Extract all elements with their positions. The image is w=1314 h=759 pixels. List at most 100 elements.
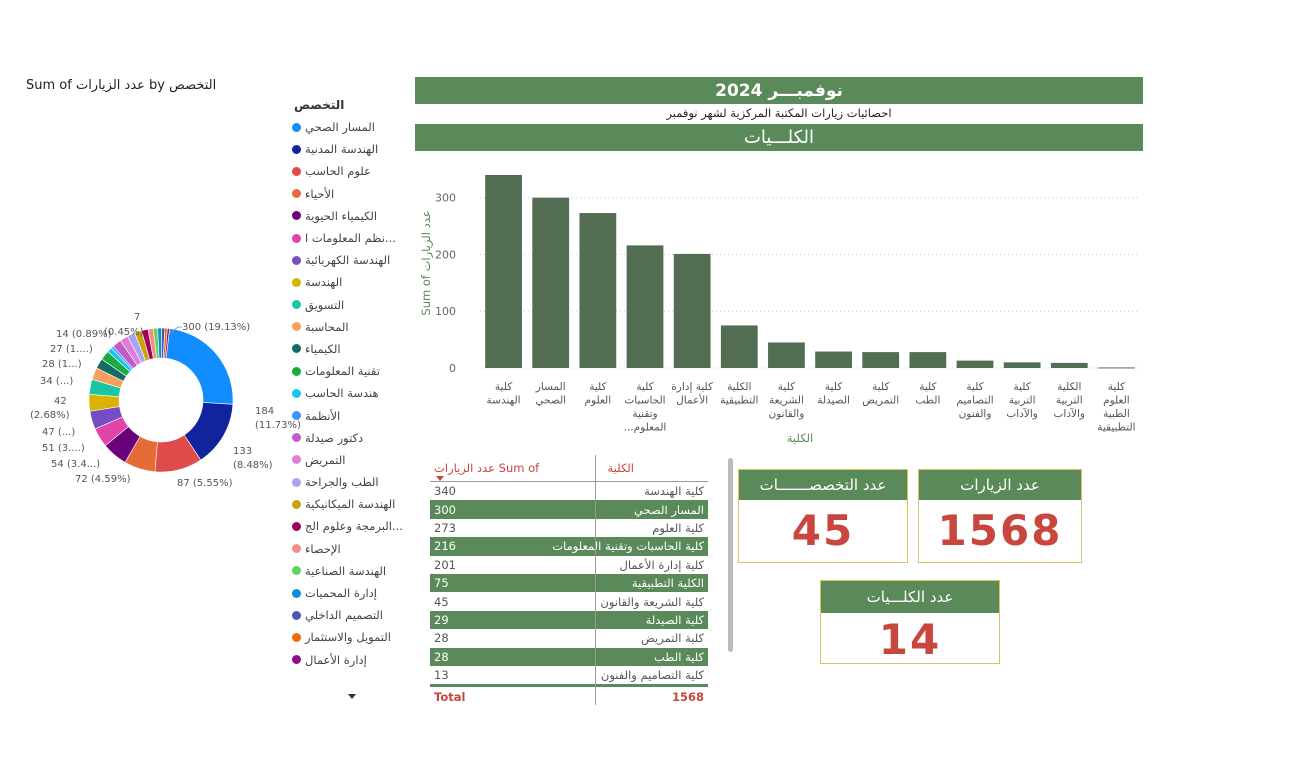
table-row[interactable]: 13 كلية التصاميم والفنون <box>430 666 708 684</box>
bar[interactable] <box>1003 362 1041 368</box>
legend-item[interactable]: التمريض <box>292 449 412 471</box>
row-value: 300 <box>434 502 456 517</box>
legend-swatch <box>292 499 301 509</box>
faculty-bar-chart[interactable]: 0 100 200 300 كلية الهندسة المسار الصحي كلية الع… <box>415 158 1145 450</box>
legend-scroll-down-icon[interactable] <box>348 694 356 699</box>
bar[interactable] <box>862 352 900 368</box>
pie-data-label: 34 (...) <box>40 376 73 387</box>
legend-item[interactable]: الهندسة الميكانيكية <box>292 493 412 515</box>
legend-label: التمريض <box>305 452 346 467</box>
legend-item[interactable]: الهندسة المدنية <box>292 138 412 160</box>
x-tick-label: كلية التصاميم والفنون <box>956 381 993 420</box>
row-faculty-name: الكلية التطبيقية <box>631 576 704 591</box>
legend-item[interactable]: الطب والجراحة <box>292 471 412 493</box>
bar[interactable] <box>1098 367 1135 369</box>
row-value: 340 <box>434 484 456 499</box>
legend-item[interactable]: التسويق <box>292 294 412 316</box>
column-header-faculty[interactable]: الكلية <box>607 461 635 475</box>
column-header-visits-label: Sum of عدد الزيارات <box>434 461 540 475</box>
visits-card-value: 1568 <box>937 506 1063 555</box>
legend-item[interactable]: الكيمياء الحيوية <box>292 205 412 227</box>
pie-slice[interactable] <box>165 328 234 405</box>
visits-count-card: عدد الزيارات 1568 <box>918 469 1082 563</box>
bar[interactable] <box>673 253 711 368</box>
legend-label: التسويق <box>305 297 345 312</box>
pie-data-label: 7 <box>134 312 140 323</box>
bar[interactable] <box>532 197 570 368</box>
table-row[interactable]: 340 كلية الهندسة <box>430 482 708 500</box>
pie-data-label: (8.48%) <box>233 460 273 471</box>
table-row[interactable]: 29 كلية الصيدلة <box>430 610 708 630</box>
legend-label: الأحياء <box>305 186 335 201</box>
x-tick-label: كلية الحاسبات وتقنية ...المعلوم <box>624 381 667 434</box>
pie-slice[interactable] <box>164 327 170 359</box>
legend-swatch <box>292 433 301 443</box>
table-row[interactable]: 273 كلية العلوم <box>430 519 708 537</box>
table-body: 340 كلية الهندسة 300 المسار الصحي 273 كلية ال… <box>430 482 708 684</box>
legend-item[interactable]: الهندسة <box>292 271 412 293</box>
legend-item[interactable]: المحاسبة <box>292 316 412 338</box>
legend-swatch <box>292 166 301 176</box>
legend-label: الكيمياء الحيوية <box>305 208 378 223</box>
bar[interactable] <box>909 352 947 368</box>
x-tick-label: الكلية التطبيقية <box>720 381 758 407</box>
legend-item[interactable]: الهندسة الصناعية <box>292 560 412 582</box>
row-faculty-name: كلية إدارة الأعمال <box>619 557 704 572</box>
pie-data-label: (2.68%) <box>30 410 70 421</box>
legend-swatch <box>292 277 301 287</box>
bar[interactable] <box>768 342 805 368</box>
legend-label: علوم الحاسب <box>305 164 371 179</box>
legend-item[interactable]: الهندسة الكهربائية <box>292 249 412 271</box>
column-header-visits[interactable]: Sum of عدد الزيارات <box>434 461 540 481</box>
legend-item[interactable]: التصميم الداخلي <box>292 604 412 626</box>
legend-item[interactable]: ...نظم المعلومات ا <box>292 227 412 249</box>
legend-item[interactable]: علوم الحاسب <box>292 160 412 182</box>
x-tick-label: كلية التربية والآداب <box>1006 381 1037 420</box>
pie-data-label: 300 (19.13%) <box>182 322 250 333</box>
y-tick-label: 100 <box>435 305 456 318</box>
legend-item[interactable]: الأحياء <box>292 183 412 205</box>
pie-slices <box>88 327 234 473</box>
bar[interactable] <box>485 175 522 368</box>
bar[interactable] <box>579 213 617 368</box>
legend-item[interactable]: إدارة المحميات <box>292 582 412 604</box>
legend-item[interactable]: الأنظمة <box>292 404 412 426</box>
legend-label: التمويل والاستثمار <box>305 630 391 645</box>
faculties-card-value: 14 <box>878 615 942 664</box>
table-scrollbar[interactable] <box>728 458 733 652</box>
report-subtitle: احصائيات زيارات المكتبة المركزية لشهر نو… <box>666 106 892 120</box>
table-row[interactable]: 75 الكلية التطبيقية <box>430 573 708 593</box>
table-row[interactable]: 216 كلية الحاسبات وتقنية المعلومات <box>430 537 708 556</box>
legend-item[interactable]: تقنية المعلومات <box>292 360 412 382</box>
pie-data-label: 133 <box>233 446 252 457</box>
bar[interactable] <box>720 325 758 368</box>
table-row[interactable]: 300 المسار الصحي <box>430 500 708 519</box>
legend-item[interactable]: التمويل والاستثمار <box>292 626 412 648</box>
legend-label: الأنظمة <box>305 408 341 423</box>
faculties-banner: الكلـــيات <box>415 124 1143 151</box>
table-row[interactable]: 28 كلية التمريض <box>430 629 708 647</box>
legend-item[interactable]: المسار الصحي <box>292 116 412 138</box>
legend-swatch <box>292 477 301 487</box>
legend-label: تقنية المعلومات <box>305 364 380 379</box>
pie-data-label: 51 (3....) <box>42 443 85 454</box>
row-faculty-name: كلية الهندسة <box>644 484 704 499</box>
legend-item[interactable]: الكيمياء <box>292 338 412 360</box>
total-label: Total <box>434 690 466 705</box>
pie-data-label: (0.45%) <box>104 327 144 338</box>
legend-item[interactable]: إدارة الأعمال <box>292 649 412 671</box>
legend-item[interactable]: هندسة الحاسب <box>292 382 412 404</box>
bar[interactable] <box>956 360 994 368</box>
legend-item[interactable]: دكتور صيدلة <box>292 427 412 449</box>
table-row[interactable]: 28 كلية الطب <box>430 647 708 666</box>
legend-item[interactable]: ...البرمجة وعلوم الج <box>292 515 412 537</box>
legend-swatch <box>292 366 301 376</box>
x-tick-label: كلية العلوم <box>585 381 612 407</box>
legend-item[interactable]: الإحصاء <box>292 538 412 560</box>
bar[interactable] <box>1050 362 1088 368</box>
pie-chart[interactable]: 300 (19.13%) 184 (11.73%) 133 (8.48%)87 (5.5… <box>20 300 310 500</box>
bar[interactable] <box>626 245 664 368</box>
table-row[interactable]: 45 كلية الشريعة والقانون <box>430 592 708 610</box>
bar[interactable] <box>815 351 852 368</box>
table-row[interactable]: 201 كلية إدارة الأعمال <box>430 556 708 574</box>
